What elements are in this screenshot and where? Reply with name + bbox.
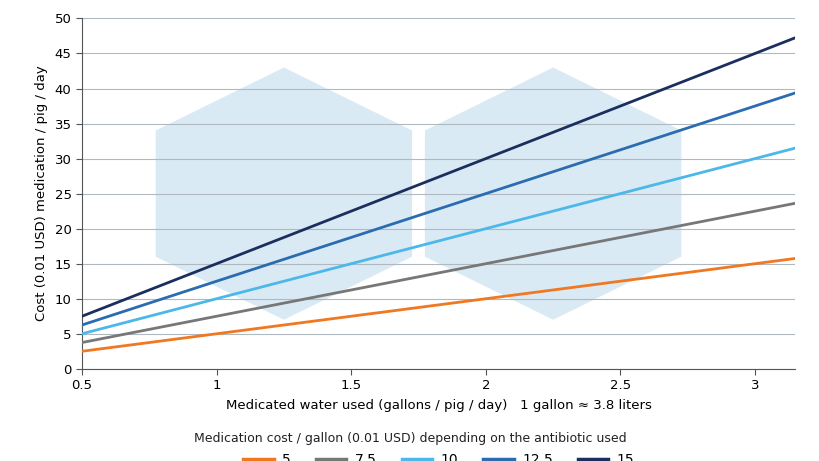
X-axis label: Medicated water used (gallons / pig / day)   1 gallon ≈ 3.8 liters: Medicated water used (gallons / pig / da… — [225, 399, 651, 412]
Text: Medication cost / gallon (0.01 USD) depending on the antibiotic used: Medication cost / gallon (0.01 USD) depe… — [193, 432, 626, 445]
Y-axis label: Cost (0.01 USD) medication / pig / day: Cost (0.01 USD) medication / pig / day — [34, 66, 48, 321]
Polygon shape — [156, 67, 412, 320]
Polygon shape — [424, 67, 681, 320]
Legend: 5, 7.5, 10, 12.5, 15: 5, 7.5, 10, 12.5, 15 — [243, 453, 633, 461]
